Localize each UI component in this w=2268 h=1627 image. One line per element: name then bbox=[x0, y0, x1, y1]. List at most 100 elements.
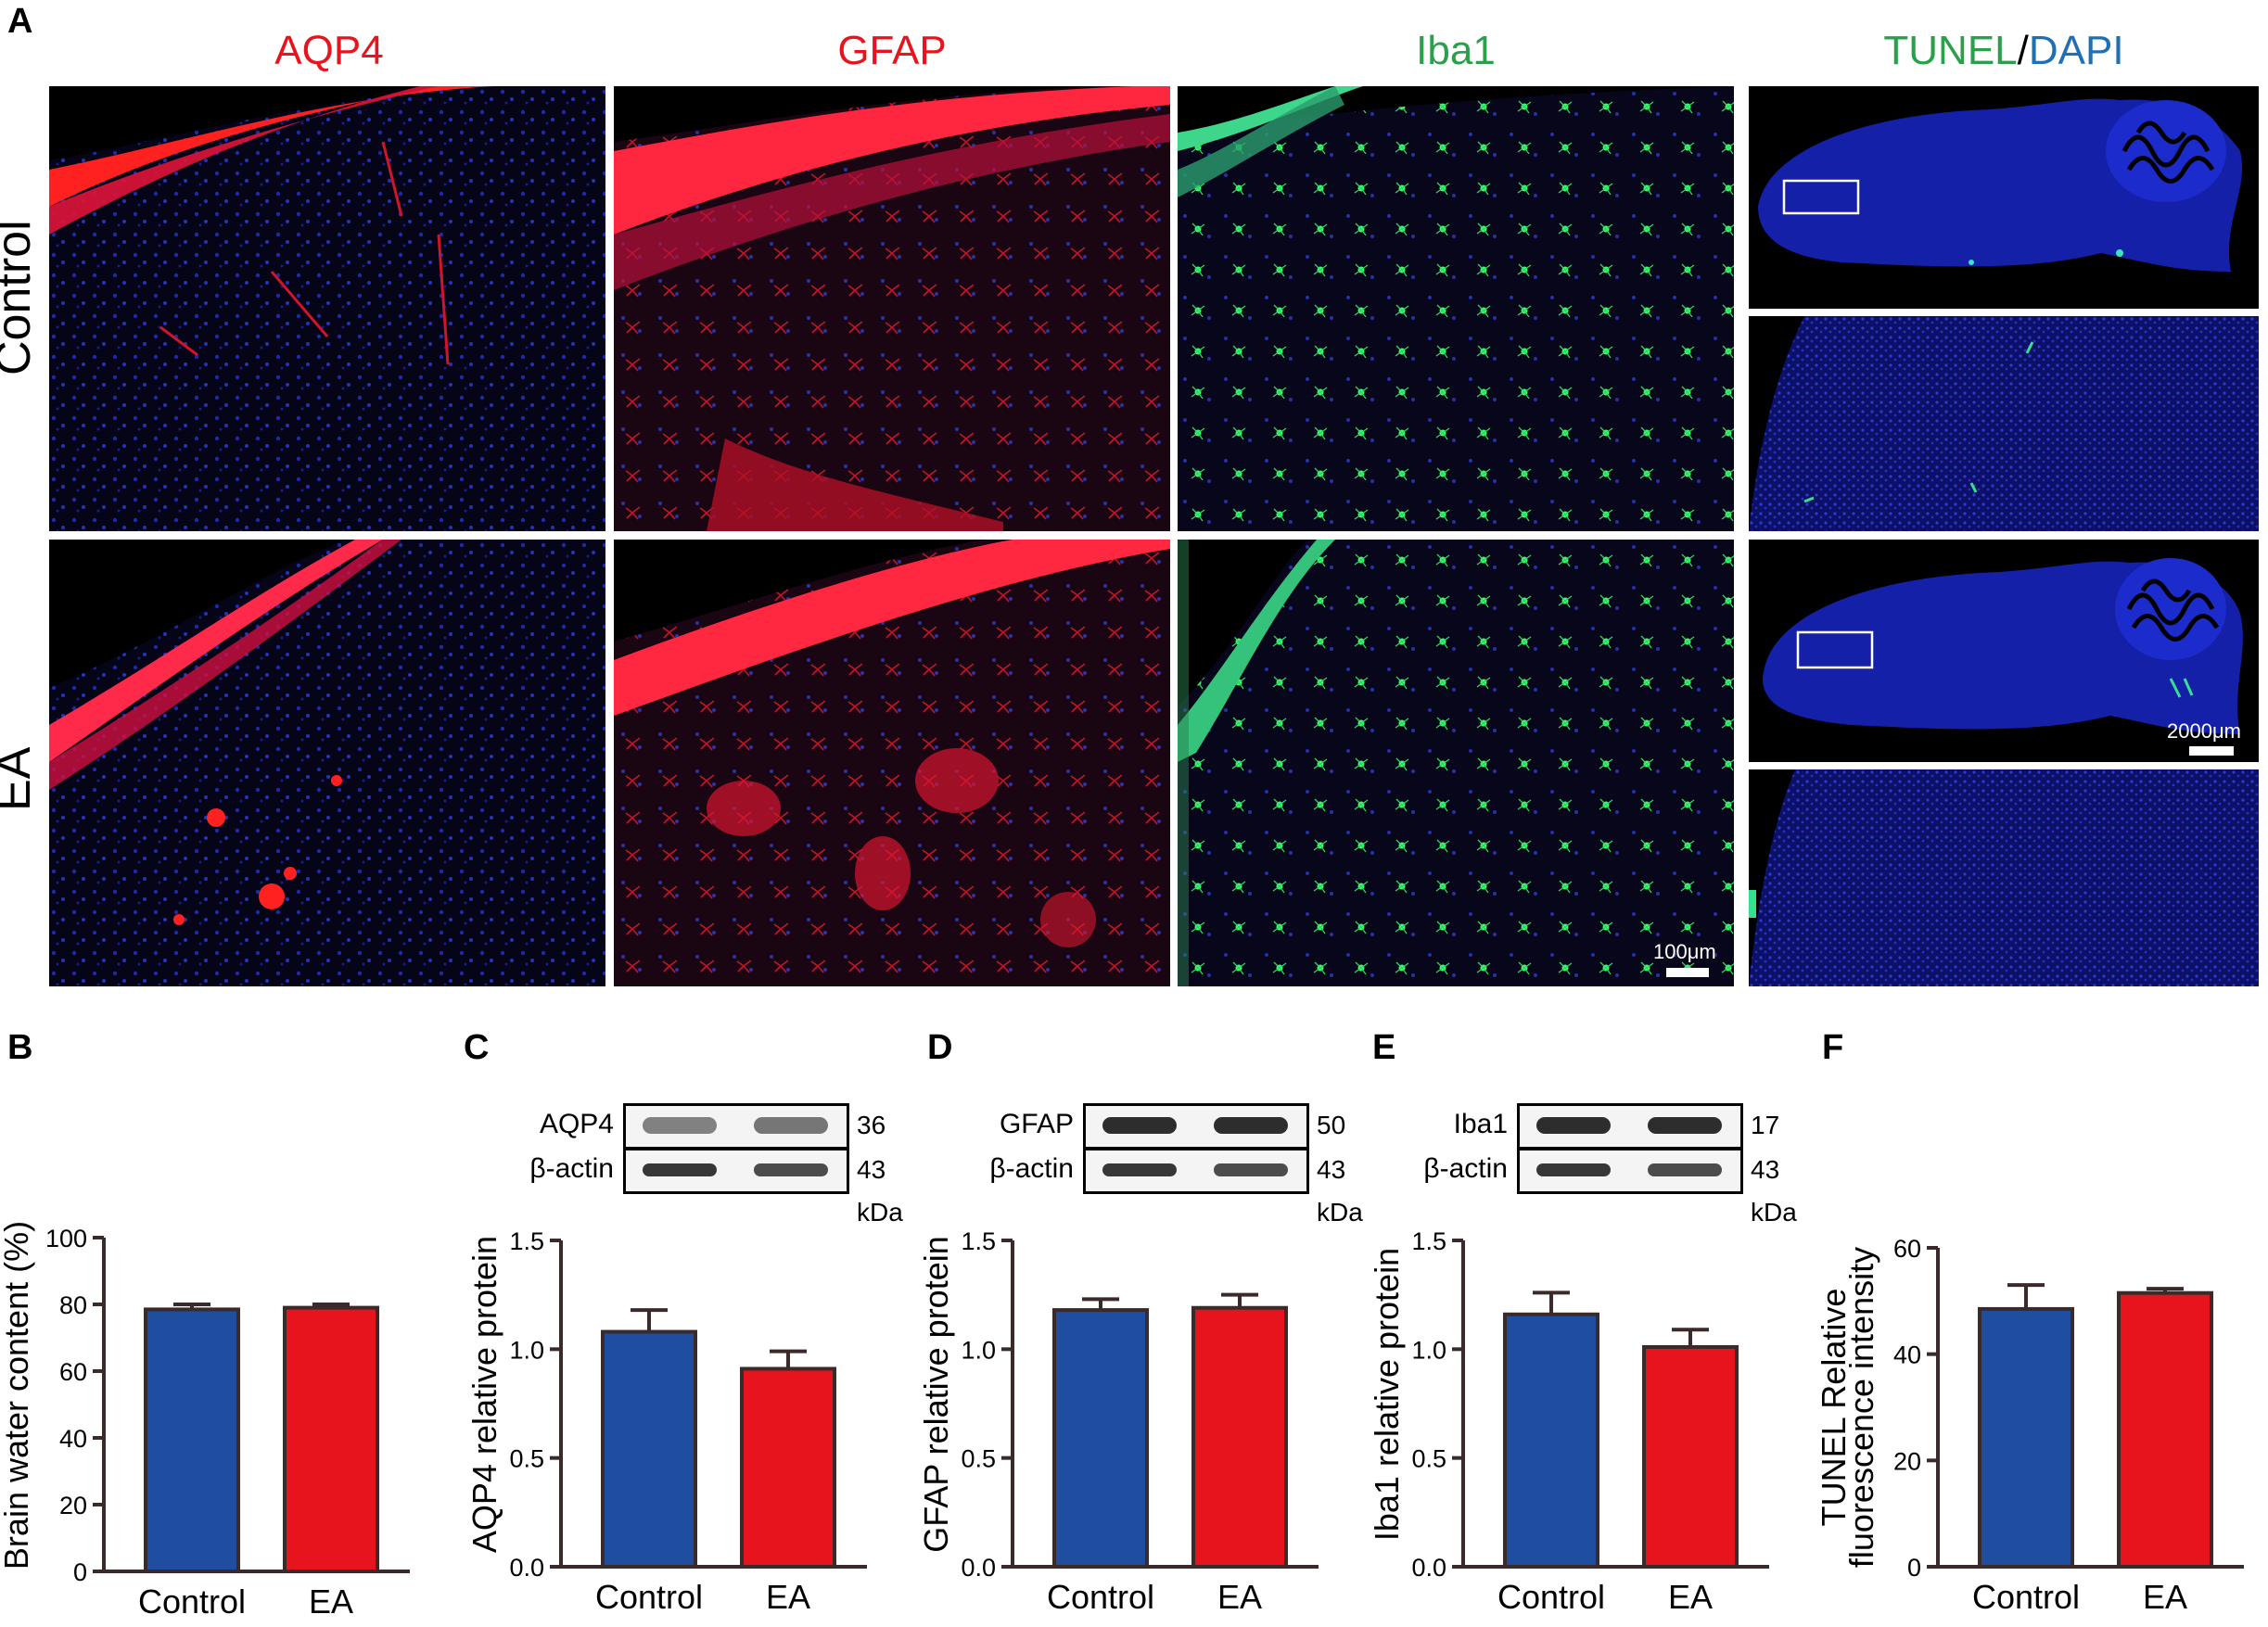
micrograph-image bbox=[614, 540, 1170, 986]
micrograph-image bbox=[1749, 316, 2259, 531]
panel-letter-a: A bbox=[7, 2, 33, 41]
y-tick-label: 0 bbox=[73, 1558, 87, 1586]
bar-ea bbox=[1642, 1344, 1739, 1570]
blot-band-ea bbox=[1214, 1117, 1288, 1134]
blot-ref-kda: 43 bbox=[1751, 1155, 1780, 1184]
x-tick-label: EA bbox=[2143, 1578, 2187, 1616]
y-tick-label: 40 bbox=[59, 1425, 87, 1453]
blot-ref-label: β-actin bbox=[529, 1153, 614, 1184]
panel-letter-c: C bbox=[464, 1028, 489, 1067]
y-tick-label: 80 bbox=[59, 1291, 87, 1319]
y-axis-title: TUNEL Relative bbox=[1815, 1289, 1853, 1527]
y-tick-label: 1.5 bbox=[1411, 1227, 1446, 1255]
micrograph-image bbox=[1749, 86, 2259, 309]
y-tick-label: 1.0 bbox=[1411, 1336, 1446, 1364]
micrograph-iba1-ea: 100μm bbox=[1178, 540, 1734, 986]
micrograph-image bbox=[1749, 769, 2259, 986]
chart-c: C 0.0 0.5 1.0 1.5 Control EA AQP4 relative prot… bbox=[464, 1028, 867, 1616]
tunel-sagittal-control bbox=[1749, 86, 2259, 309]
blot-target-label: Iba1 bbox=[1453, 1109, 1508, 1139]
micrograph-image bbox=[1178, 86, 1734, 531]
blot-target-kda: 50 bbox=[1317, 1111, 1346, 1139]
panel-letter-d: D bbox=[927, 1028, 952, 1067]
blot-ref-label: β-actin bbox=[1423, 1153, 1508, 1184]
y-tick-label: 0 bbox=[1907, 1554, 1921, 1582]
micrograph-gfap-control bbox=[614, 86, 1170, 531]
blot-kda-unit: kDa bbox=[1317, 1198, 1363, 1227]
x-tick-label: Control bbox=[138, 1583, 246, 1621]
blot-band-control bbox=[1102, 1163, 1177, 1176]
x-tick-label: Control bbox=[1972, 1578, 2080, 1616]
col-title-tunel-dapi: TUNEL/DAPI bbox=[1749, 28, 2259, 74]
micrograph-aqp4-control bbox=[49, 86, 605, 531]
bar-control bbox=[144, 1307, 240, 1574]
scale-bar-100 bbox=[1666, 968, 1709, 977]
col-title-gfap: GFAP bbox=[837, 28, 947, 73]
bar-control bbox=[1978, 1306, 2074, 1570]
y-tick-label: 0.0 bbox=[509, 1554, 544, 1582]
blot-iba1 bbox=[1517, 1103, 1743, 1150]
blot-kda-unit: kDa bbox=[1751, 1198, 1797, 1227]
micrograph-image bbox=[49, 540, 605, 986]
blot-band-control bbox=[1102, 1117, 1177, 1134]
blot-beta-actin bbox=[1517, 1148, 1743, 1194]
blot-band-control bbox=[1536, 1117, 1611, 1134]
y-tick-label: 1.5 bbox=[961, 1227, 996, 1255]
tunel-sagittal-ea: 2000μm bbox=[1749, 540, 2259, 762]
blot-band-ea bbox=[754, 1117, 828, 1134]
bar-ea bbox=[740, 1366, 836, 1570]
y-tick-label: 40 bbox=[1893, 1341, 1921, 1369]
bar-ea bbox=[1191, 1305, 1288, 1570]
y-tick-label: 20 bbox=[59, 1492, 87, 1519]
title-separator: / bbox=[2017, 28, 2029, 73]
chart-d: D 0.0 0.5 1.0 1.5 Control EA GFAP relative prot… bbox=[917, 1028, 1319, 1616]
scale-bar-label-2000: 2000μm bbox=[2167, 719, 2241, 743]
blot-band-ea bbox=[754, 1163, 828, 1176]
panel-letter-b: B bbox=[7, 1028, 32, 1067]
scale-bar-label-100: 100μm bbox=[1653, 940, 1716, 963]
blot-ref-kda: 43 bbox=[857, 1155, 886, 1184]
y-tick-label: 0.5 bbox=[961, 1445, 996, 1473]
blot-band-control bbox=[1536, 1163, 1611, 1176]
blot-band-ea bbox=[1648, 1163, 1722, 1176]
y-tick-label: 60 bbox=[1893, 1235, 1921, 1263]
blot-target-label: GFAP bbox=[999, 1109, 1074, 1139]
blot-target-kda: 36 bbox=[857, 1111, 886, 1139]
micrograph-image bbox=[49, 86, 605, 531]
micrograph-gfap-ea bbox=[614, 540, 1170, 986]
y-tick-label: 1.0 bbox=[509, 1336, 544, 1364]
micrograph-iba1-control bbox=[1178, 86, 1734, 531]
y-tick-label: 60 bbox=[59, 1358, 87, 1386]
y-axis-title: Iba1 relative protein bbox=[1368, 1248, 1406, 1541]
blot-beta-actin bbox=[623, 1148, 849, 1194]
chart-b: B 0 20 40 60 80 100 Control EA Brain water conten… bbox=[0, 1028, 410, 1621]
bar-control bbox=[1052, 1308, 1149, 1570]
blot-target-kda: 17 bbox=[1751, 1111, 1780, 1139]
blot-gfap bbox=[1083, 1103, 1309, 1150]
y-tick-label: 20 bbox=[1893, 1447, 1921, 1475]
x-tick-label: Control bbox=[595, 1578, 703, 1616]
bar-ea bbox=[2117, 1290, 2213, 1569]
blot-beta-actin bbox=[1083, 1148, 1309, 1194]
x-tick-label: EA bbox=[766, 1578, 810, 1616]
bar-ea bbox=[283, 1305, 379, 1573]
panel-letter-e: E bbox=[1372, 1028, 1395, 1067]
y-tick-label: 100 bbox=[45, 1225, 87, 1252]
tunel-word: TUNEL bbox=[1883, 28, 2018, 73]
blot-ref-label: β-actin bbox=[989, 1153, 1074, 1184]
y-tick-label: 1.5 bbox=[509, 1227, 544, 1255]
bar-control bbox=[1503, 1312, 1599, 1569]
micrograph-image bbox=[1178, 540, 1734, 986]
bar-control bbox=[601, 1329, 697, 1570]
blot-band-ea bbox=[1214, 1163, 1288, 1176]
blot-ref-kda: 43 bbox=[1317, 1155, 1346, 1184]
x-tick-label: Control bbox=[1047, 1578, 1154, 1616]
y-tick-label: 0.5 bbox=[509, 1445, 544, 1473]
blot-aqp4 bbox=[623, 1103, 849, 1150]
blot-kda-unit: kDa bbox=[857, 1198, 903, 1227]
y-axis-title: GFAP relative protein bbox=[917, 1236, 955, 1553]
tunel-zoom-ea bbox=[1749, 769, 2259, 986]
blot-band-control bbox=[643, 1163, 717, 1176]
scale-bar-2000 bbox=[2189, 746, 2234, 756]
